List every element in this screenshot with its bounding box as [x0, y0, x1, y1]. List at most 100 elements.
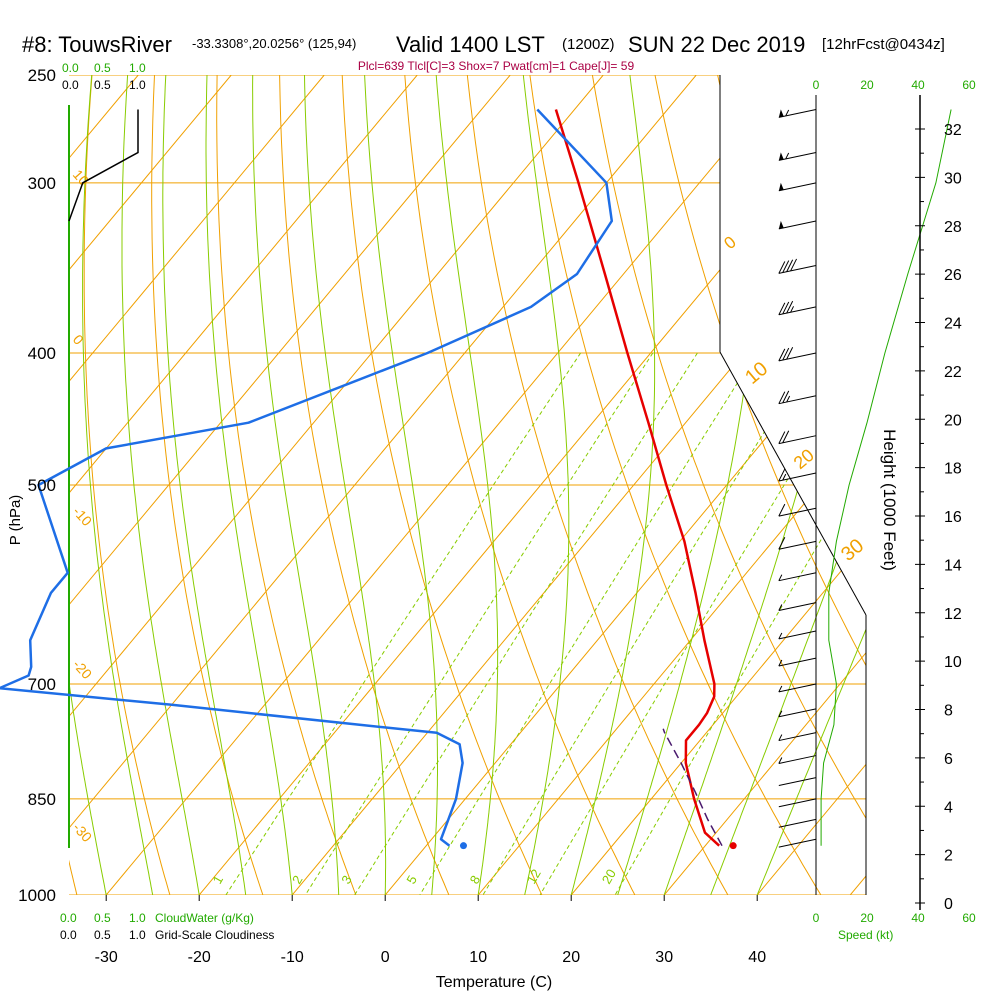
wind-barb-half: [790, 306, 795, 313]
wind-barb-shaft: [778, 602, 817, 612]
wind-barb-shaft: [778, 838, 817, 848]
mixing-ratio-label: 5: [403, 873, 420, 887]
wind-barb-full: [778, 503, 786, 517]
wind-barb: [778, 182, 817, 192]
wind-bottom-1: 20: [860, 911, 874, 925]
dry-adiabat-label: 0: [70, 331, 87, 348]
moist-adiabat-label: 0: [720, 232, 739, 253]
wind-barb: [778, 683, 817, 693]
dry-adiabat-line: [654, 75, 866, 895]
height-tick-label: 22: [944, 364, 962, 381]
wind-barb-full: [782, 347, 790, 361]
height-tick-label: 28: [944, 219, 962, 236]
wind-barb: [778, 777, 817, 787]
wind-barb-half: [778, 574, 783, 581]
mixing-ratio-label: 1: [210, 873, 227, 887]
moist-adiabat-label: 20: [790, 445, 818, 473]
height-tick-label: 20: [944, 412, 962, 429]
wind-barb: [778, 220, 817, 230]
mixing-ratio-line: [354, 352, 698, 895]
wind-barb-shaft: [778, 732, 817, 742]
x-tick-label: -10: [281, 949, 304, 966]
wind-barb: [778, 300, 817, 316]
wind-barb-shaft: [778, 683, 817, 693]
top-black-0: 0.0: [62, 78, 79, 92]
x-tick-label: 30: [655, 949, 673, 966]
wind-barb-flag: [778, 109, 784, 118]
height-tick-label: 10: [944, 654, 962, 671]
moist-adiabat-line: [121, 75, 200, 895]
top-black-1: 0.5: [94, 78, 111, 92]
background-clip: [69, 75, 866, 895]
wind-barb: [778, 630, 817, 640]
height-tick-label: 2: [944, 848, 953, 865]
forecast-date: SUN 22 Dec 2019: [628, 32, 805, 57]
surface-dewpoint-marker: [459, 842, 467, 850]
plot-frame: [68, 75, 867, 895]
wind-barb-shaft: [778, 108, 817, 118]
forecast-info: [12hrFcst@0434z]: [822, 36, 945, 53]
x-tick-label: 10: [469, 949, 487, 966]
wind-barb-shaft: [778, 306, 817, 316]
dry-adiabat-line: [591, 75, 866, 895]
dry-adiabat-line: [404, 75, 636, 895]
dry-adiabat-line: [83, 75, 171, 895]
isotherm-line: [69, 75, 418, 895]
wind-barb-full: [782, 390, 790, 404]
wind-barb: [778, 347, 817, 362]
wind-barb-half: [778, 734, 783, 741]
isotherm-line: [69, 75, 232, 895]
moist-adiabat-line: [304, 75, 387, 895]
height-tick-label: 14: [944, 557, 962, 574]
x-tick-label: -30: [95, 949, 118, 966]
wind-barb: [778, 503, 817, 517]
moist-adiabat-label: 10: [741, 358, 772, 389]
wind-barb: [778, 108, 817, 118]
wind-barb-shaft: [778, 182, 817, 192]
wind-barb: [778, 602, 817, 612]
height-tick-label: 16: [944, 509, 962, 526]
wind-bottom-2: 40: [911, 911, 925, 925]
wind-barb-full: [778, 302, 786, 316]
wind-barb: [778, 708, 817, 718]
height-tick-label: 26: [944, 267, 962, 284]
wind-barb-shaft: [778, 265, 817, 274]
dry-adiabat-line: [216, 75, 357, 895]
height-axis-label: Height (1000 Feet): [880, 429, 899, 571]
wind-barb: [778, 572, 817, 582]
wind-panel: [778, 95, 952, 895]
sounding-profiles: [0, 108, 737, 850]
top-green-2: 1.0: [129, 61, 146, 75]
wind-top-1: 20: [860, 78, 874, 92]
mixing-ratio-line: [539, 352, 865, 895]
wind-barb: [778, 838, 817, 848]
wind-barb-shaft: [778, 572, 817, 582]
wind-barb: [778, 390, 817, 405]
wind-barb-full: [778, 391, 786, 404]
wind-barb-full: [778, 348, 786, 362]
wind-barb: [778, 468, 817, 482]
isotherm-line: [384, 75, 866, 895]
isotherm-line: [69, 75, 511, 895]
height-tick-label: 6: [944, 751, 953, 768]
wind-barb-shaft: [778, 818, 817, 828]
wind-barb: [778, 258, 817, 274]
wind-barb-full: [778, 261, 786, 274]
moist-adiabat-line: [69, 75, 107, 895]
wind-barb-half: [778, 659, 783, 667]
wind-barb-full: [786, 300, 794, 314]
dry-adiabat-label: -10: [70, 503, 96, 529]
wind-barb: [778, 430, 817, 445]
wind-barb-shaft: [778, 708, 817, 718]
wind-barb-half: [785, 152, 790, 160]
wind-barb: [778, 537, 817, 550]
moist-adiabat-label: 30: [837, 535, 868, 566]
wind-top-3: 60: [962, 78, 976, 92]
height-tick-label: 32: [944, 122, 962, 139]
wind-barb-full: [778, 431, 786, 444]
cloudwater-title: CloudWater (g/Kg): [155, 911, 254, 925]
mixing-ratio-line: [482, 352, 814, 895]
wind-barb: [778, 755, 817, 764]
